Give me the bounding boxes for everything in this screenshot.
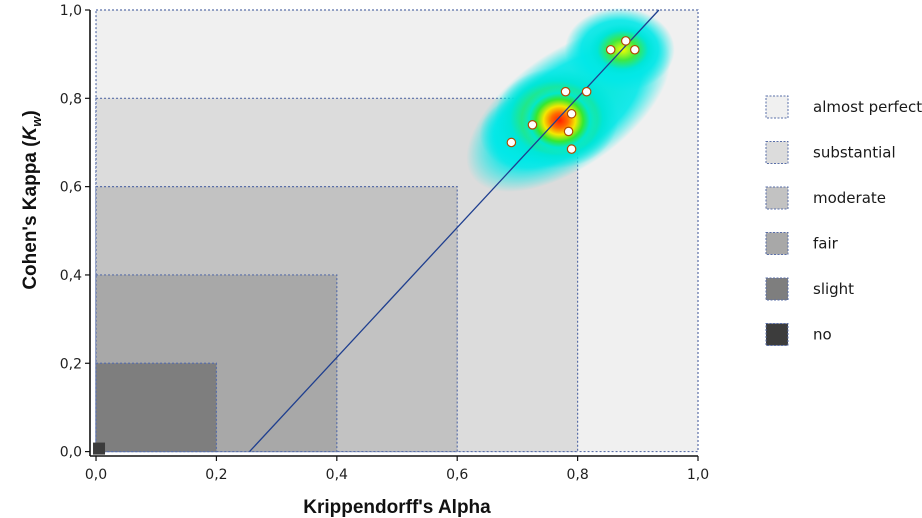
- y-axis-title-close: ): [20, 110, 41, 116]
- legend-swatch-slight: [765, 277, 789, 301]
- legend-label-slight: slight: [813, 280, 854, 298]
- y-axis-title-symbol: K: [20, 126, 41, 141]
- data-point: [581, 86, 592, 97]
- y-tick-label: 0,2: [60, 356, 82, 372]
- data-point: [566, 108, 577, 119]
- legend-label-substantial: substantial: [813, 144, 896, 162]
- data-point: [506, 137, 517, 148]
- y-axis-title-subscript: w: [29, 116, 44, 127]
- y-tick-label: 0,4: [60, 268, 82, 284]
- x-tick-label: 0,4: [326, 467, 348, 483]
- y-tick-label: 0,8: [60, 91, 82, 107]
- legend-label-almost-perfect: almost perfect: [813, 98, 922, 116]
- data-point: [605, 44, 616, 55]
- legend-label-no: no: [813, 326, 832, 344]
- x-tick-label: 0,8: [566, 467, 588, 483]
- y-tick-label: 1,0: [60, 3, 82, 19]
- y-tick-labels: 0,0 0,2 0,4 0,6 0,8 1,0: [60, 3, 82, 461]
- y-axis-title: Cohen's Kappa (Kw): [20, 110, 44, 289]
- legend-swatch-fair: [765, 232, 789, 255]
- legend-label-moderate: moderate: [813, 189, 886, 207]
- legend-swatch-no: [765, 323, 789, 346]
- legend-label-fair: fair: [813, 235, 839, 253]
- region-slight: [95, 362, 218, 453]
- x-tick-label: 0,0: [85, 467, 107, 483]
- legend-swatch-moderate: [765, 186, 789, 210]
- x-axis-title: Krippendorff's Alpha: [303, 497, 491, 518]
- x-tick-label: 0,2: [205, 467, 227, 483]
- data-point: [563, 126, 574, 137]
- legend: almost perfect substantial moderate fair sli…: [765, 95, 922, 346]
- density-heatmap: [466, 7, 675, 193]
- region-no: [93, 442, 106, 455]
- y-axis-title-main: Cohen's Kappa (: [20, 140, 41, 290]
- x-tick-labels: 0,0 0,2 0,4 0,6 0,8 1,0: [85, 467, 709, 483]
- y-tick-label: 0,0: [60, 445, 82, 461]
- data-point: [620, 36, 631, 46]
- y-tick-label: 0,6: [60, 180, 82, 196]
- legend-swatch-substantial: [765, 141, 789, 164]
- data-points: [506, 36, 640, 154]
- data-point: [629, 44, 640, 55]
- data-point: [566, 144, 577, 154]
- legend-swatch-almost-perfect: [765, 95, 789, 119]
- x-tick-label: 0,6: [446, 467, 468, 483]
- axes: [85, 9, 699, 461]
- data-point: [560, 86, 571, 97]
- regression-line: [249, 9, 660, 453]
- regression-line-path: [249, 9, 660, 453]
- x-tick-label: 1,0: [687, 467, 709, 483]
- data-point: [527, 120, 538, 130]
